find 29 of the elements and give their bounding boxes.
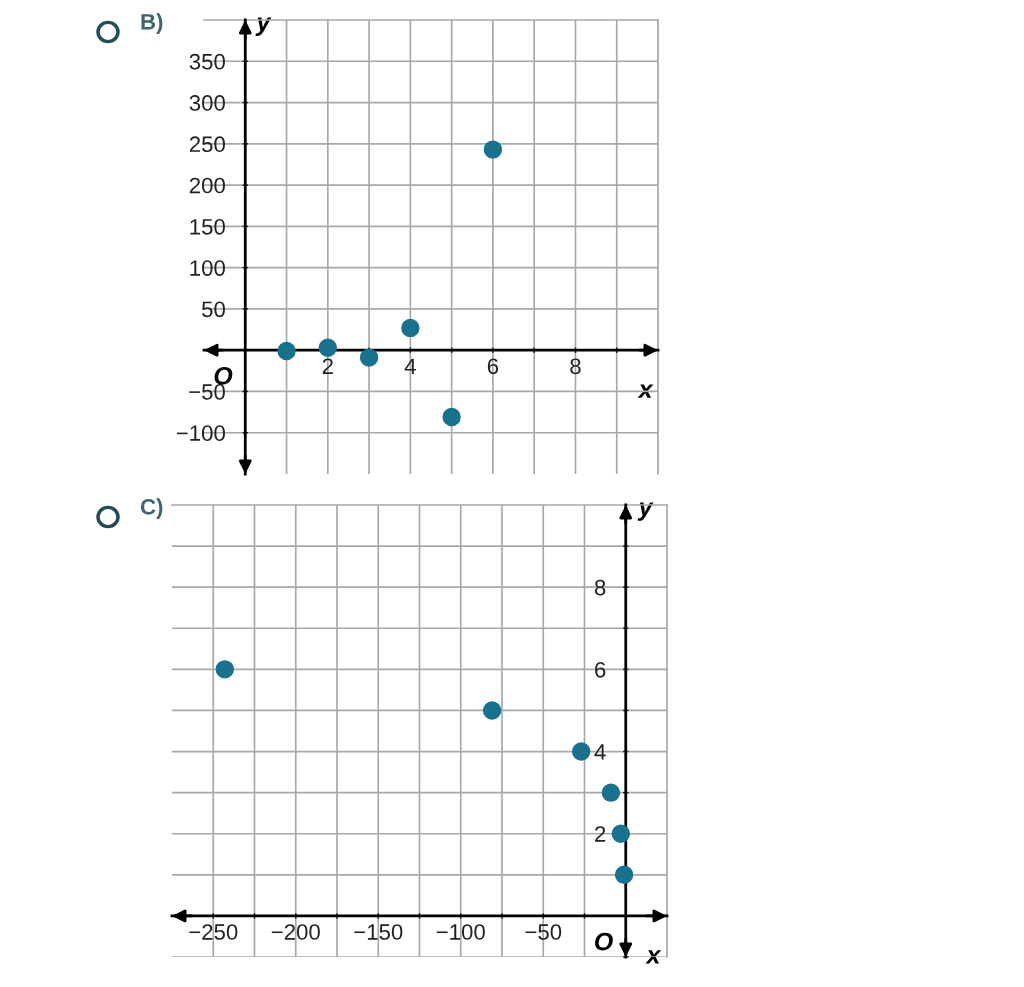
chart-title: C)	[140, 498, 163, 520]
annotation: O	[214, 366, 233, 385]
x-tick-label: −50	[525, 924, 562, 940]
y-tick-label: 300	[189, 95, 225, 111]
x-tick-label: −250	[189, 924, 238, 940]
x-tick-label: −150	[354, 924, 403, 940]
y-axis-title: y	[255, 17, 272, 36]
x-tick-label: 6	[487, 358, 499, 375]
y-tick-label: 8	[594, 579, 606, 596]
y-axis-title: y	[637, 502, 654, 521]
y-tick-label: 2	[595, 826, 606, 842]
x-tick-label: −100	[436, 924, 485, 940]
y-tick-label: 250	[189, 136, 225, 153]
x-tick-label: −200	[271, 924, 320, 940]
x-tick-label: 4	[404, 358, 416, 374]
y-tick-label: 50	[202, 301, 225, 318]
y-tick-label: 6	[595, 661, 606, 678]
y-tick-label: 350	[189, 53, 225, 70]
y-tick-label: 200	[189, 177, 225, 194]
y-tick-label: 100	[190, 260, 225, 276]
chart-title: B)	[141, 13, 163, 35]
y-tick-label: −50	[189, 383, 225, 400]
y-tick-label: 150	[190, 218, 225, 235]
x-tick-label: 8	[570, 358, 581, 375]
y-tick-label: −100	[176, 425, 225, 441]
y-tick-label: 4	[594, 744, 606, 760]
annotation: O	[595, 932, 613, 951]
x-axis-title: x	[645, 950, 662, 964]
x-tick-label: 2	[322, 358, 333, 374]
